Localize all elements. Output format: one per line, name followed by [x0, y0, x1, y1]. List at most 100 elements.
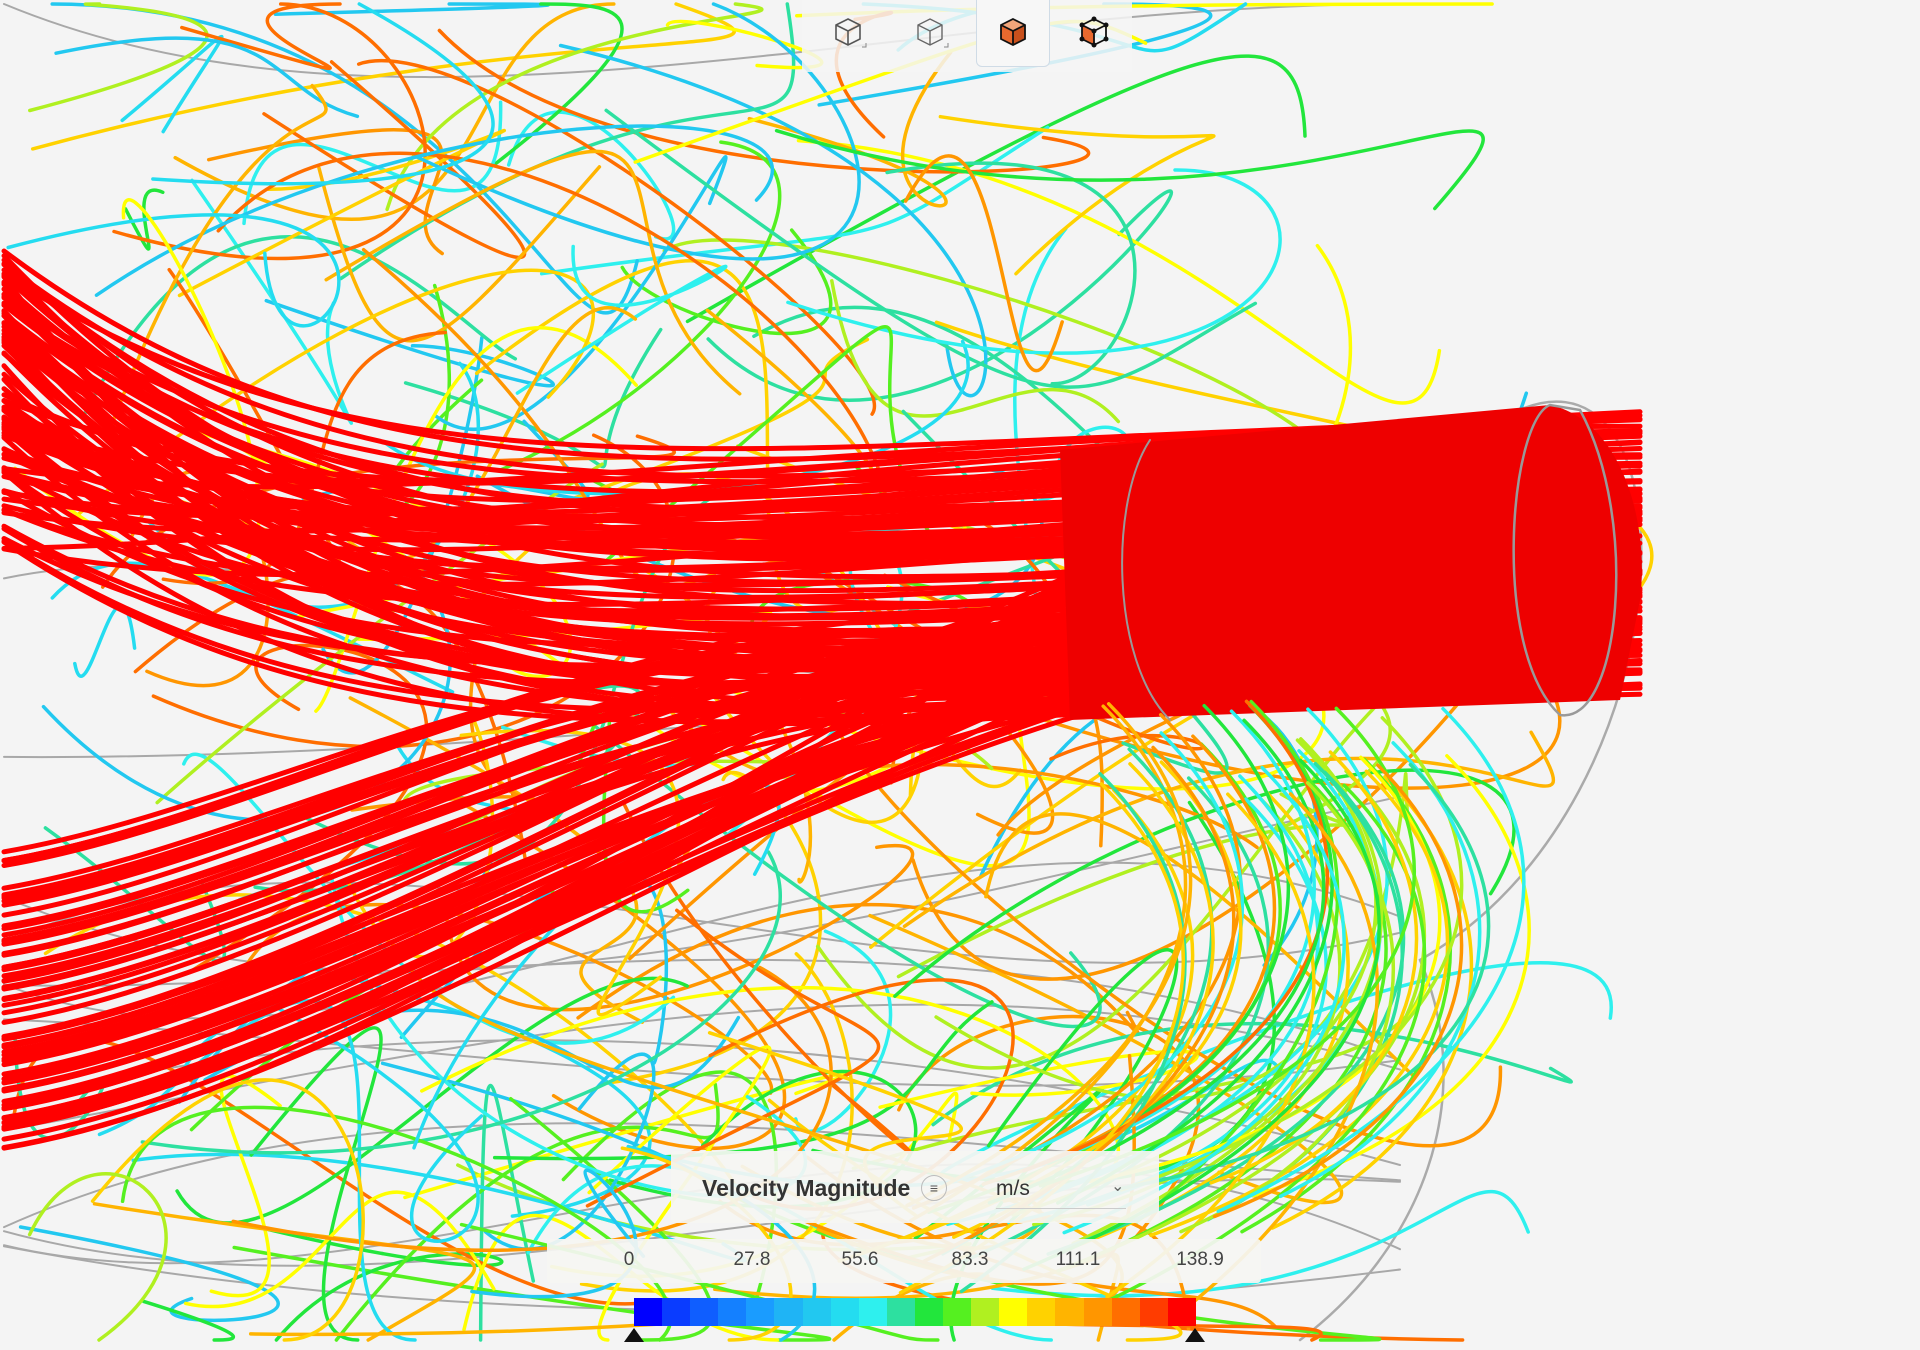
streamline [1119, 716, 1464, 1192]
color-bar-segment [830, 1298, 859, 1326]
streamline [589, 721, 1102, 1029]
color-bar-segment [1083, 1298, 1112, 1326]
streamline [242, 100, 503, 226]
streamline [1117, 762, 1491, 1191]
solid-view-icon [1000, 17, 1026, 47]
streamline [140, 850, 782, 1155]
wireframe-view-button[interactable] [812, 0, 884, 66]
streamline-jet [1, 626, 1103, 864]
color-bar-segment [914, 1298, 944, 1326]
streamline [585, 908, 881, 1208]
streamline [604, 108, 1258, 389]
color-bar-segment [1167, 1298, 1196, 1326]
max-range-handle[interactable] [1185, 1328, 1205, 1342]
streamline [587, 1045, 772, 1342]
view-toolbar [802, 0, 1132, 72]
streamline [539, 125, 1050, 276]
streamline [1046, 703, 1291, 1165]
streamline [413, 2, 861, 261]
streamline [815, 663, 1425, 1070]
streamline [434, 155, 728, 431]
streamline [1209, 750, 1419, 1185]
streamline [934, 772, 1410, 1101]
streamline [470, 1168, 646, 1299]
legend-header: Velocity Magnitude ≡ m/s ⌄ [671, 1151, 1159, 1223]
tick-label: 111.1 [1055, 1249, 1101, 1270]
color-bar-segment [802, 1298, 831, 1326]
color-bar-segment [999, 1298, 1028, 1326]
streamline [120, 34, 224, 134]
streamline [237, 1220, 504, 1342]
color-bar-segment [943, 1298, 972, 1326]
streamline [151, 2, 495, 186]
solid-view-button[interactable] [976, 0, 1050, 67]
color-bar-segment [971, 1298, 1000, 1326]
streamline [18, 1225, 280, 1323]
streamline [1046, 770, 1406, 1256]
unit-value: m/s [996, 1177, 1030, 1200]
unit-dropdown[interactable]: m/s ⌄ [996, 1168, 1126, 1209]
streamline [180, 2, 342, 71]
min-range-handle[interactable] [624, 1328, 644, 1342]
streamline [981, 734, 1277, 1186]
streamline [878, 1049, 1199, 1109]
outline-view-button[interactable] [894, 0, 966, 66]
streamline [1056, 769, 1427, 1273]
streamline-jet [1, 673, 1103, 1150]
streamline [27, 1172, 168, 1342]
streamline [183, 1190, 496, 1309]
streamline [92, 1202, 477, 1342]
streamline [905, 702, 1193, 1208]
streamline-jet [1, 681, 1103, 1050]
tick-label: 0 [623, 1249, 635, 1270]
streamline [385, 2, 764, 212]
streamline [786, 168, 1282, 355]
streamline [90, 1078, 365, 1342]
streamline [515, 244, 728, 395]
solid-edges-view-icon [1079, 16, 1109, 48]
streamline-jet [1, 617, 1103, 918]
color-bar-segment [858, 1298, 887, 1326]
streamline [232, 1245, 832, 1342]
streamline [1180, 792, 1379, 1313]
streamline [1179, 781, 1395, 1234]
streamline [1251, 754, 1531, 1198]
tick-label: 138.9 [1176, 1249, 1224, 1270]
geometry-outline [3, 958, 1401, 1062]
streamline-jet [1, 699, 1103, 979]
solid-edges-view-button[interactable] [1058, 0, 1130, 66]
streamline [830, 279, 1121, 424]
streamline [774, 128, 1485, 211]
streamline [747, 50, 953, 208]
streamline [851, 961, 1426, 1171]
streamline [1105, 792, 1316, 1299]
streamline [141, 1299, 236, 1342]
streamline [685, 54, 1307, 324]
streamline [558, 43, 988, 398]
streamline [897, 1014, 1201, 1240]
color-bar-segment [634, 1298, 663, 1326]
streamline [173, 2, 616, 222]
streamline [73, 603, 137, 679]
tick-label: 27.8 [733, 1249, 771, 1270]
streamline-jet [1, 689, 1103, 970]
outlet-jet [1060, 405, 1642, 720]
streamline-jet [1, 666, 1103, 904]
legend-title: Velocity Magnitude [702, 1175, 911, 1201]
streamline [620, 228, 833, 336]
streamline [120, 1105, 672, 1342]
streamline [931, 1021, 1573, 1127]
streamline [941, 731, 1245, 1187]
legend-tick-panel: 0 27.8 55.6 83.3 111.1 138.9 [547, 1239, 1261, 1283]
streamline [107, 83, 328, 435]
streamline [334, 1082, 720, 1342]
color-bar-segment [746, 1298, 775, 1326]
streamline [324, 149, 742, 396]
streamline-jet [1, 671, 1103, 1111]
legend-info-icon[interactable]: ≡ [921, 1175, 947, 1201]
color-bar-segment [662, 1298, 691, 1326]
streamline [30, 2, 736, 151]
streamline [478, 1083, 536, 1342]
streamline [1278, 741, 1482, 1199]
